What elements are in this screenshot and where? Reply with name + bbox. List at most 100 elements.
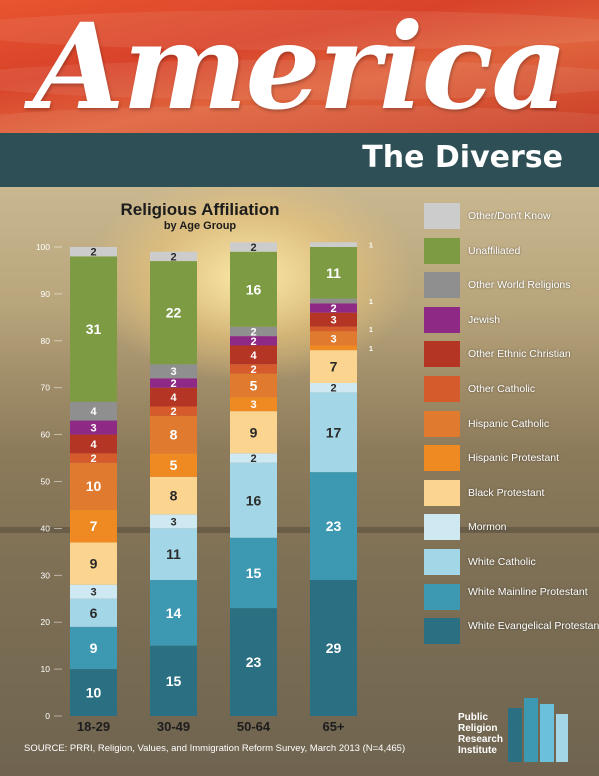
bar-segment (70, 453, 117, 463)
data-label: 2 (250, 326, 256, 338)
logo-bar (524, 698, 538, 762)
data-label: 1 (369, 346, 373, 353)
data-label: 1 (369, 299, 373, 306)
y-tick-label: 20 (41, 617, 51, 627)
logo-bar (508, 708, 522, 762)
legend-label: Jewish (468, 313, 501, 326)
data-label: 2 (170, 251, 176, 263)
data-label: 2 (170, 378, 176, 390)
legend-swatch (424, 341, 460, 368)
y-tick-label: 60 (41, 430, 51, 440)
bar-segment (150, 406, 197, 416)
legend-label: Black Protestant (468, 486, 545, 499)
legend-swatch (424, 479, 460, 506)
bar-segment (310, 326, 357, 332)
bar-segment (230, 364, 277, 374)
legend-label: White Mainline Protestant (468, 585, 588, 598)
legend-label: White Evangelical Protestant (468, 620, 599, 633)
banner (0, 0, 599, 135)
data-label: 15 (246, 565, 262, 581)
x-tick-label: 50-64 (237, 719, 271, 734)
legend-label: Other World Religions (468, 279, 571, 292)
data-label: 6 (90, 605, 98, 621)
bar-segment (310, 383, 357, 393)
bar-segment (310, 345, 357, 351)
data-label: 11 (326, 265, 341, 281)
source-note: SOURCE: PRRI, Religion, Values, and Immi… (24, 743, 406, 754)
bar-segment (70, 584, 117, 599)
bar-segment (230, 411, 277, 454)
bar-segment (230, 373, 277, 398)
data-label: 1 (369, 327, 373, 334)
x-tick-label: 65+ (322, 719, 344, 734)
data-label: 16 (246, 492, 262, 508)
bar-segment (150, 528, 197, 580)
legend-label: Unaffiliated (468, 244, 521, 257)
bar-segment (230, 345, 277, 365)
bar-segment (150, 645, 197, 716)
legend-swatch (424, 306, 460, 333)
data-label: 2 (250, 336, 256, 348)
data-label: 23 (326, 518, 342, 534)
data-label: 10 (86, 478, 102, 494)
bar-segment (150, 251, 197, 262)
bar-segment (70, 401, 117, 421)
x-tick-label: 30-49 (157, 719, 190, 734)
y-tick-label: 90 (41, 289, 51, 299)
data-label: 4 (90, 439, 97, 451)
bar-segment (70, 669, 117, 716)
bar-segment (70, 462, 117, 510)
data-label: 4 (90, 406, 97, 418)
y-tick-label: 40 (41, 523, 51, 533)
legend-label: Other Ethnic Christian (468, 348, 571, 361)
bar-segment (230, 242, 277, 252)
data-label: 4 (170, 392, 177, 404)
chart-title: Religious Affiliation (120, 200, 280, 219)
data-label: 2 (90, 453, 96, 465)
data-label: 3 (330, 333, 336, 345)
banner-stripe (0, 10, 599, 50)
bar-segment (150, 514, 197, 529)
data-label: 2 (330, 303, 336, 315)
bar-segment (150, 387, 197, 407)
y-tick-label: 50 (41, 477, 51, 487)
bar-segment (150, 415, 197, 454)
y-tick-label: 80 (41, 336, 51, 346)
bar-segment (230, 462, 277, 538)
chart-subtitle: by Age Group (163, 220, 237, 232)
data-label: 7 (330, 359, 338, 375)
bar-segment (230, 251, 277, 327)
bar-segment (310, 303, 357, 313)
title-band (0, 133, 599, 187)
legend-swatch (424, 583, 460, 610)
bar-segment (150, 378, 197, 388)
data-label: 9 (90, 640, 98, 656)
data-label: 10 (86, 685, 102, 701)
legend-swatch (424, 618, 460, 645)
data-label: 3 (170, 516, 176, 528)
bar-segment (70, 247, 117, 257)
bar-segment (70, 509, 117, 543)
bar-segment (230, 608, 277, 716)
bar-segment (310, 350, 357, 384)
legend-swatch (424, 237, 460, 264)
bar-segment (70, 420, 117, 435)
bar-segment (70, 626, 117, 670)
legend-label: Hispanic Protestant (468, 452, 560, 465)
banner-stripe (0, 60, 599, 100)
data-label: 2 (250, 364, 256, 376)
page-title: America (33, 0, 568, 136)
logo-text: Public Religion Research Institute (458, 712, 504, 756)
data-label: 3 (90, 423, 96, 435)
data-label: 2 (90, 247, 96, 259)
data-label: 3 (330, 315, 336, 327)
legend-swatch (424, 445, 460, 472)
x-tick-label: 18-29 (77, 719, 110, 734)
bar-segment (310, 331, 357, 346)
data-label: 9 (250, 424, 258, 440)
bar-segment (70, 542, 117, 585)
data-label: 22 (166, 305, 182, 321)
bar-segment (70, 434, 117, 454)
data-label: 7 (90, 518, 98, 534)
y-tick-label: 100 (36, 242, 50, 252)
